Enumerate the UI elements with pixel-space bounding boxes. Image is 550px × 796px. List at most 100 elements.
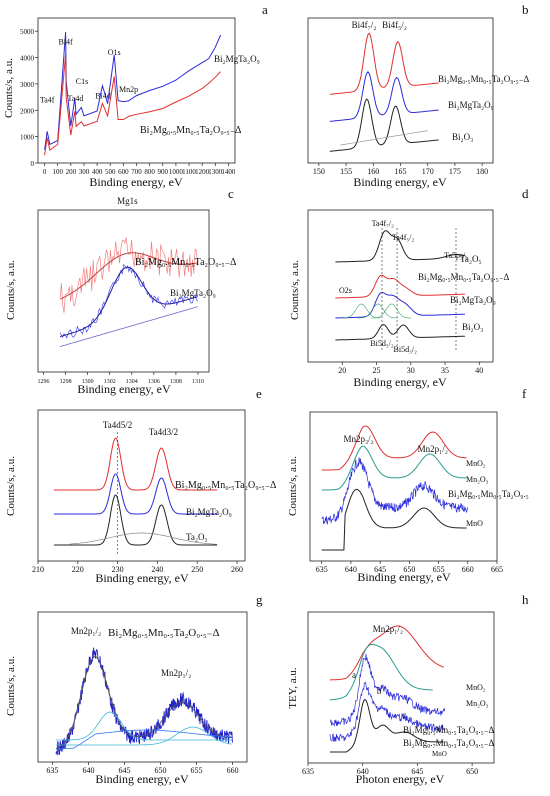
x-tick-label: 1400: [221, 168, 236, 176]
panel-letter: f: [522, 386, 527, 401]
series-line: [53, 437, 218, 491]
peak-label: O1s: [108, 48, 121, 57]
series-line: [321, 488, 467, 551]
series-line: [329, 643, 433, 701]
x-tick-label: 660: [462, 565, 474, 574]
x-tick-label: 175: [449, 167, 461, 176]
x-tick-label: 650: [466, 767, 478, 776]
peak-label: Ta4d3/2: [149, 427, 178, 437]
series-line: [321, 445, 467, 491]
peak-label: Ta4f₇/₂: [372, 219, 395, 228]
x-tick-label: 165: [395, 167, 407, 176]
series-label: Bi₂MgTa₂O₉: [448, 100, 494, 110]
x-axis-label: Binding energy, eV: [353, 375, 447, 389]
series-label: Bi₂Mg₀.₅Mn₀.₅Ta₂O₉.₅₋Δ: [140, 125, 242, 136]
peak-label: Mn2p₁/₂: [71, 626, 101, 636]
x-tick-label: 640: [345, 565, 357, 574]
fit-component: [357, 303, 398, 319]
panel-letter: g: [256, 592, 263, 607]
peak-label: Mg1s: [117, 196, 138, 206]
plot-frame: [309, 411, 498, 562]
x-tick-label: 700: [131, 168, 142, 176]
series-label: Ta₂O₅: [460, 254, 482, 264]
x-tick-label: 150: [313, 167, 325, 176]
x-tick-label: 635: [46, 766, 58, 775]
y-axis-label: Counts/s, a.u.: [3, 58, 15, 118]
x-tick-label: 800: [144, 168, 155, 176]
fit-line: [55, 655, 232, 749]
x-tick-label: 250: [191, 565, 203, 574]
x-tick-label: 180: [476, 167, 488, 176]
y-tick-label: 2000: [20, 107, 35, 115]
series-line: [329, 70, 439, 122]
panel-b: 150 155 160 165 170 175 180 Bi4f₇/₂ Bi4f₅/₂ Bi₂Mg…: [307, 2, 529, 189]
x-tick-label: 1306: [148, 379, 160, 385]
peak-label: Ta4f₅/₂: [392, 233, 415, 242]
series-label: Ta₂O₅: [186, 532, 208, 542]
peak-label: Bi4f₇/₂: [352, 20, 377, 30]
peak-label: a: [352, 670, 356, 680]
panel-letter: c: [228, 186, 234, 201]
x-tick-label: 1302: [104, 379, 116, 385]
x-tick-label: 660: [227, 766, 239, 775]
peak-label: Mn2p₃/₂: [343, 434, 373, 444]
series-line: [53, 494, 218, 546]
panel-g: 635 640 645 650 655 660 Bi₂Mg₀.₅Mn₀.₅Ta₂O₉.₅₋Δ…: [5, 592, 263, 786]
x-tick-label: 35: [441, 366, 449, 375]
x-tick-label: 650: [403, 565, 415, 574]
series-line: [44, 54, 221, 156]
series-line: [55, 647, 233, 756]
panel-letter: d: [522, 186, 529, 201]
x-tick-label: 1296: [38, 379, 50, 385]
y-axis-label: Counts/s, a.u.: [289, 260, 301, 320]
x-tick-label: 155: [340, 167, 352, 176]
series-label: MnO: [466, 519, 483, 528]
background-line: [69, 532, 218, 545]
x-tick-label: 1200: [195, 168, 210, 176]
x-tick-label: 655: [191, 766, 203, 775]
x-axis-label: Binding energy, eV: [353, 175, 447, 189]
x-tick-label: 300: [79, 168, 90, 176]
panel-h: 635 640 645 650 Mn2p₁/₂ a b c MnO₂ Mn₂O₃ Bi₂Mg₀.₅M…: [287, 592, 529, 786]
x-axis-label: Binding energy, eV: [77, 382, 171, 396]
series-label: Bi₂MgTa₂O₉: [186, 507, 232, 517]
x-tick-label: 200: [66, 168, 77, 176]
x-tick-label: 1300: [208, 168, 223, 176]
panel-letter: b: [522, 2, 529, 17]
panel-f: 635 640 645 650 655 660 665 Mn2p₃/₂ Mn2p₁/₂ MnO₂ M…: [287, 386, 529, 584]
series-line: [329, 625, 444, 681]
plot-frame: [37, 409, 246, 562]
x-tick-label: 20: [338, 366, 346, 375]
series-line: [329, 681, 446, 742]
y-axis-label: Counts/s, a.u.: [5, 656, 17, 716]
x-tick-label: 220: [72, 565, 84, 574]
series-label: Bi₂Mg₀.₇Mn₀.₃Ta₂O₉.₅₋Δ: [403, 738, 494, 748]
x-tick-label: 650: [155, 766, 167, 775]
peak-label: Bi4f: [58, 37, 73, 46]
series-line: [335, 274, 465, 299]
x-tick-label: 635: [302, 767, 314, 776]
y-tick-label: 5000: [20, 28, 35, 36]
series-line: [321, 457, 468, 525]
x-tick-label: 210: [32, 565, 44, 574]
panel-e: 210 220 230 240 250 260 Ta4d5/2 Ta4d3/2 Bi₂Mg₀.₅…: [5, 386, 277, 585]
panel-d: 20 25 30 35 40 Ta4f₇/₂ Ta4f₅/₂ Ta5p₃/₂ O2s Bi5d₅/…: [289, 186, 529, 389]
series-label: MnO₂: [466, 683, 486, 692]
series-label: Bi₂MgTa₂O₉: [214, 54, 260, 64]
x-tick-label: 230: [112, 565, 124, 574]
x-tick-label: 640: [82, 766, 94, 775]
series-label: Bi₂Mg₀.₅Mn₀.₅Ta₂O₉.₅₋Δ: [135, 257, 237, 268]
x-axis-label: Binding energy, eV: [95, 772, 189, 786]
y-tick-label: 1000: [20, 134, 35, 142]
series-line: [59, 237, 199, 313]
x-tick-label: 1000: [169, 168, 184, 176]
fit-line: [59, 252, 198, 300]
y-axis-label: Counts/s, a.u.: [5, 260, 17, 320]
peak-label: Ta4d5/2: [103, 420, 132, 430]
background-line: [59, 306, 198, 347]
series-label: Bi₂Mg₀.₅Mn₀.₅Ta₂O₉.₅₋Δ: [403, 725, 494, 735]
series-line: [329, 98, 439, 152]
series-label: MnO: [432, 750, 447, 758]
fit-component: [340, 303, 382, 319]
